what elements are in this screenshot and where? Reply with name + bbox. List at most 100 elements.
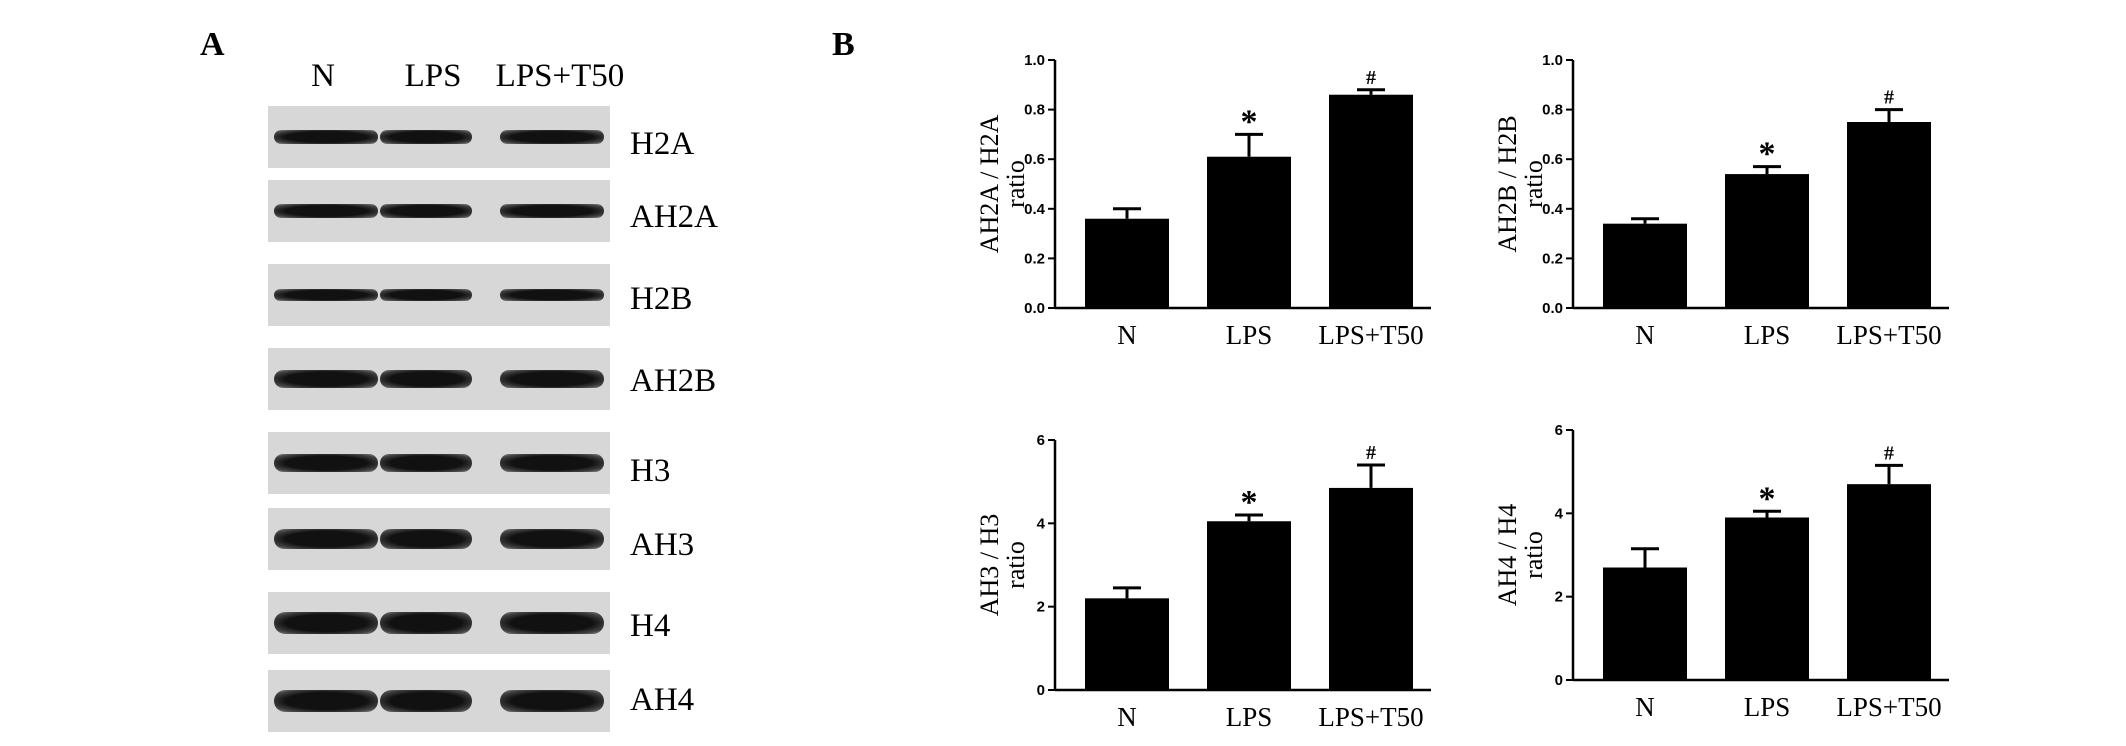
- y-tick-label: 0.8: [1024, 102, 1045, 119]
- blot-band: [274, 130, 378, 144]
- y-tick-label: 1.0: [1024, 52, 1045, 69]
- significance-marker: *: [1759, 136, 1776, 173]
- y-axis-label: AH4 / H4: [1493, 504, 1522, 607]
- y-tick-label: 0: [1037, 682, 1045, 699]
- bar: [1603, 223, 1687, 308]
- y-tick-label: 0.8: [1542, 102, 1563, 119]
- lane-label-n: N: [311, 58, 335, 94]
- y-axis-label-ratio: ratio: [1519, 160, 1548, 208]
- blot-band: [380, 130, 472, 144]
- blot-label-ah2a: AH2A: [630, 199, 718, 235]
- significance-marker: *: [1241, 103, 1258, 140]
- blot-band: [274, 204, 378, 218]
- blot-band: [380, 204, 472, 218]
- blot-band: [500, 690, 604, 712]
- significance-marker: #: [1366, 442, 1376, 464]
- y-tick-label: 4: [1555, 505, 1564, 522]
- panel-label-b: B: [832, 26, 855, 63]
- bar: [1847, 484, 1931, 680]
- blot-band: [380, 690, 472, 712]
- x-tick-label: N: [1635, 320, 1655, 350]
- y-tick-label: 2: [1037, 599, 1045, 616]
- blot-band: [380, 612, 472, 634]
- bar: [1207, 156, 1291, 308]
- significance-marker: #: [1884, 442, 1894, 464]
- blot-band: [500, 529, 604, 549]
- blot-row-h2b: [268, 264, 610, 326]
- blot-band: [500, 370, 604, 388]
- y-tick-label: 0.0: [1542, 300, 1563, 317]
- blot-band: [500, 454, 604, 472]
- y-tick-label: 4: [1037, 515, 1046, 532]
- bar: [1329, 94, 1413, 308]
- y-tick-label: 0.2: [1542, 250, 1563, 267]
- y-tick-label: 0.2: [1024, 250, 1045, 267]
- x-tick-label: LPS: [1226, 320, 1273, 350]
- lane-label-lps: LPS: [404, 58, 462, 94]
- blot-band: [500, 204, 604, 218]
- x-tick-label: LPS: [1226, 702, 1273, 732]
- x-tick-label: LPS+T50: [1836, 320, 1941, 350]
- y-axis-label-ratio: ratio: [1001, 160, 1030, 208]
- significance-marker: *: [1759, 480, 1776, 517]
- blot-label-ah4: AH4: [630, 682, 695, 718]
- x-tick-label: LPS: [1744, 692, 1791, 722]
- blot-band: [274, 289, 378, 301]
- blot-label-ah3: AH3: [630, 527, 695, 563]
- x-tick-label: LPS+T50: [1836, 692, 1941, 722]
- blot-band: [274, 690, 378, 712]
- y-tick-label: 0: [1555, 672, 1563, 689]
- y-tick-label: 0.6: [1024, 151, 1045, 168]
- blot-band: [274, 370, 378, 388]
- bar: [1207, 521, 1291, 690]
- y-tick-label: 0.4: [1024, 201, 1046, 218]
- x-tick-label: LPS: [1744, 320, 1791, 350]
- significance-marker: #: [1884, 87, 1894, 109]
- y-axis-label: AH3 / H3: [975, 514, 1004, 617]
- blot-row-ah2b: [268, 348, 610, 410]
- panel-label-a: A: [200, 26, 225, 63]
- blot-label-h4: H4: [630, 608, 671, 644]
- blot-band: [380, 289, 472, 301]
- x-tick-label: N: [1117, 320, 1137, 350]
- blot-band: [274, 612, 378, 634]
- bar: [1603, 567, 1687, 680]
- y-tick-label: 0.4: [1542, 201, 1564, 218]
- y-tick-label: 6: [1555, 422, 1563, 439]
- blot-band: [500, 612, 604, 634]
- bar: [1725, 174, 1809, 308]
- blot-band: [274, 529, 378, 549]
- bar: [1329, 487, 1413, 690]
- x-tick-label: N: [1117, 702, 1137, 732]
- bar: [1725, 517, 1809, 680]
- y-axis-label-ratio: ratio: [1519, 531, 1548, 579]
- y-tick-label: 0.6: [1542, 151, 1563, 168]
- blot-row-ah4: [268, 670, 610, 732]
- significance-marker: #: [1366, 67, 1376, 89]
- y-tick-label: 2: [1555, 589, 1563, 606]
- bar: [1085, 218, 1169, 308]
- lane-label-lps-t50: LPS+T50: [495, 58, 625, 94]
- blot-label-h3: H3: [630, 453, 671, 489]
- blot-label-h2a: H2A: [630, 126, 695, 162]
- y-axis-label: AH2A / H2A: [975, 114, 1004, 253]
- blot-band: [380, 370, 472, 388]
- x-tick-label: N: [1635, 692, 1655, 722]
- significance-marker: *: [1241, 484, 1258, 521]
- blot-band: [500, 130, 604, 144]
- blot-band: [500, 289, 604, 301]
- y-tick-label: 6: [1037, 432, 1045, 449]
- bar: [1847, 122, 1931, 308]
- y-tick-label: 0.0: [1024, 300, 1045, 317]
- y-axis-label: AH2B / H2B: [1493, 115, 1522, 252]
- blot-label-h2b: H2B: [630, 281, 693, 317]
- blot-label-ah2b: AH2B: [630, 363, 717, 399]
- blot-row-ah2a: [268, 180, 610, 242]
- x-tick-label: LPS+T50: [1318, 702, 1423, 732]
- blot-band: [380, 454, 472, 472]
- blot-row-h2a: [268, 106, 610, 168]
- y-axis-label-ratio: ratio: [1001, 541, 1030, 589]
